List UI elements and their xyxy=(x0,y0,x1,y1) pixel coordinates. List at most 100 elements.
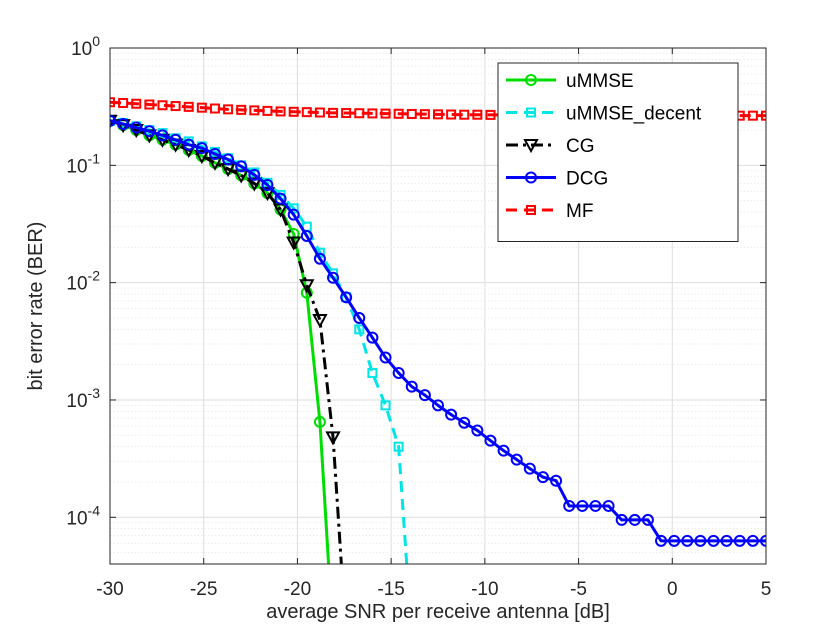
data-point-mf xyxy=(380,108,391,119)
y-tick-label: 100 xyxy=(71,33,100,60)
data-point-dcg xyxy=(550,474,563,487)
data-point-dcg xyxy=(366,331,379,344)
data-point-mf xyxy=(761,110,766,121)
data-point-cg xyxy=(285,236,302,251)
data-point-mf xyxy=(433,109,443,120)
data-point-mf xyxy=(209,103,220,114)
data-point-mf xyxy=(144,99,155,110)
data-point-dcg xyxy=(208,147,221,160)
x-tick-label: -15 xyxy=(377,579,404,600)
data-point-mf xyxy=(288,106,299,117)
data-point-dcg xyxy=(576,499,589,512)
legend-item-ummse-decent: uMMSE_decent xyxy=(506,104,702,125)
x-tick-label: -20 xyxy=(284,579,311,600)
plot-frame xyxy=(109,47,767,565)
data-point-dcg xyxy=(471,424,484,437)
data-point-mf xyxy=(196,102,207,113)
data-point-ummse-decent xyxy=(393,441,404,452)
data-point-dcg xyxy=(484,434,497,447)
data-point-mf xyxy=(472,109,483,120)
x-tick-label: -30 xyxy=(96,579,123,600)
data-point-dcg xyxy=(287,208,300,221)
y-tick-label: 10-4 xyxy=(66,502,100,529)
data-point-dcg xyxy=(445,408,458,421)
data-point-dcg xyxy=(510,453,523,466)
data-point-dcg xyxy=(379,351,392,364)
data-point-mf xyxy=(459,109,470,120)
data-point-cg xyxy=(207,156,223,171)
x-tick-label: 0 xyxy=(667,579,678,600)
series-dcg xyxy=(110,114,766,547)
data-point-mf xyxy=(118,97,129,108)
data-point-dcg xyxy=(313,252,326,265)
data-point-dcg xyxy=(340,291,353,304)
legend-item-cg: CG xyxy=(506,136,595,157)
x-tick-labels: -30 -25 -20 -15 -10 -5 0 5 xyxy=(96,579,771,600)
legend-marker-ummse-decent xyxy=(526,107,536,118)
legend-marker-dcg xyxy=(525,171,537,184)
data-point-dcg xyxy=(720,534,733,547)
data-point-dcg xyxy=(130,121,143,134)
x-tick-label: -25 xyxy=(190,579,217,600)
data-point-dcg xyxy=(392,366,405,379)
data-point-mf xyxy=(406,108,417,119)
data-point-cg xyxy=(194,150,210,165)
data-point-dcg xyxy=(602,499,615,512)
data-point-dcg xyxy=(746,534,759,547)
data-point-mf xyxy=(275,106,286,117)
data-point-dcg xyxy=(536,471,549,484)
legend-box xyxy=(497,62,739,242)
data-point-mf xyxy=(131,98,142,109)
legend-item-mf: MF xyxy=(506,201,593,222)
data-point-mf xyxy=(157,100,168,111)
data-point-mf xyxy=(183,101,194,112)
legend-marker-cg xyxy=(523,139,539,154)
data-point-cg xyxy=(128,124,144,139)
data-point-dcg xyxy=(182,138,195,151)
data-point-dcg xyxy=(327,271,340,284)
data-point-dcg xyxy=(405,380,418,393)
data-point-dcg xyxy=(563,499,576,512)
data-point-mf xyxy=(485,109,496,120)
data-point-dcg xyxy=(117,118,130,131)
y-tick-label: 10-1 xyxy=(66,150,100,177)
data-point-dcg xyxy=(156,129,169,142)
data-point-cg xyxy=(259,187,276,202)
data-point-mf xyxy=(419,109,430,120)
data-point-cg xyxy=(246,177,263,192)
data-point-mf xyxy=(314,107,325,118)
data-point-dcg xyxy=(222,153,235,166)
legend-marker-ummse xyxy=(525,74,537,86)
data-point-mf xyxy=(328,107,339,118)
data-point-dcg xyxy=(195,142,208,155)
data-point-mf xyxy=(262,105,273,116)
data-point-dcg xyxy=(760,534,766,547)
data-point-mf xyxy=(170,101,181,112)
data-point-cg xyxy=(299,279,315,294)
data-point-mf xyxy=(367,108,378,119)
data-point-dcg xyxy=(274,192,287,205)
data-point-dcg xyxy=(641,513,654,526)
x-tick-label: -5 xyxy=(570,579,587,600)
data-point-dcg xyxy=(681,534,694,547)
data-point-dcg xyxy=(615,513,628,526)
data-point-dcg xyxy=(628,513,641,526)
y-axis-label: bit error rate (BER) xyxy=(25,222,47,391)
data-point-dcg xyxy=(300,229,313,242)
data-point-dcg xyxy=(523,462,536,475)
legend-label-mf: MF xyxy=(566,201,593,222)
legend: uMMSE uMMSE_decent CG DCG MF xyxy=(497,62,739,242)
data-point-dcg xyxy=(458,416,471,429)
data-point-ummse-decent xyxy=(367,367,378,378)
legend-item-dcg: DCG xyxy=(506,169,608,190)
data-point-dcg xyxy=(432,399,444,412)
data-point-dcg xyxy=(143,125,156,138)
legend-label-ummse-decent: uMMSE_decent xyxy=(566,104,702,125)
data-point-ummse xyxy=(313,415,326,428)
data-point-mf xyxy=(446,109,457,120)
legend-label-ummse: uMMSE xyxy=(566,71,634,92)
legend-marker-mf xyxy=(526,205,536,215)
axis-ticks xyxy=(109,47,767,564)
data-point-mf xyxy=(301,107,312,118)
